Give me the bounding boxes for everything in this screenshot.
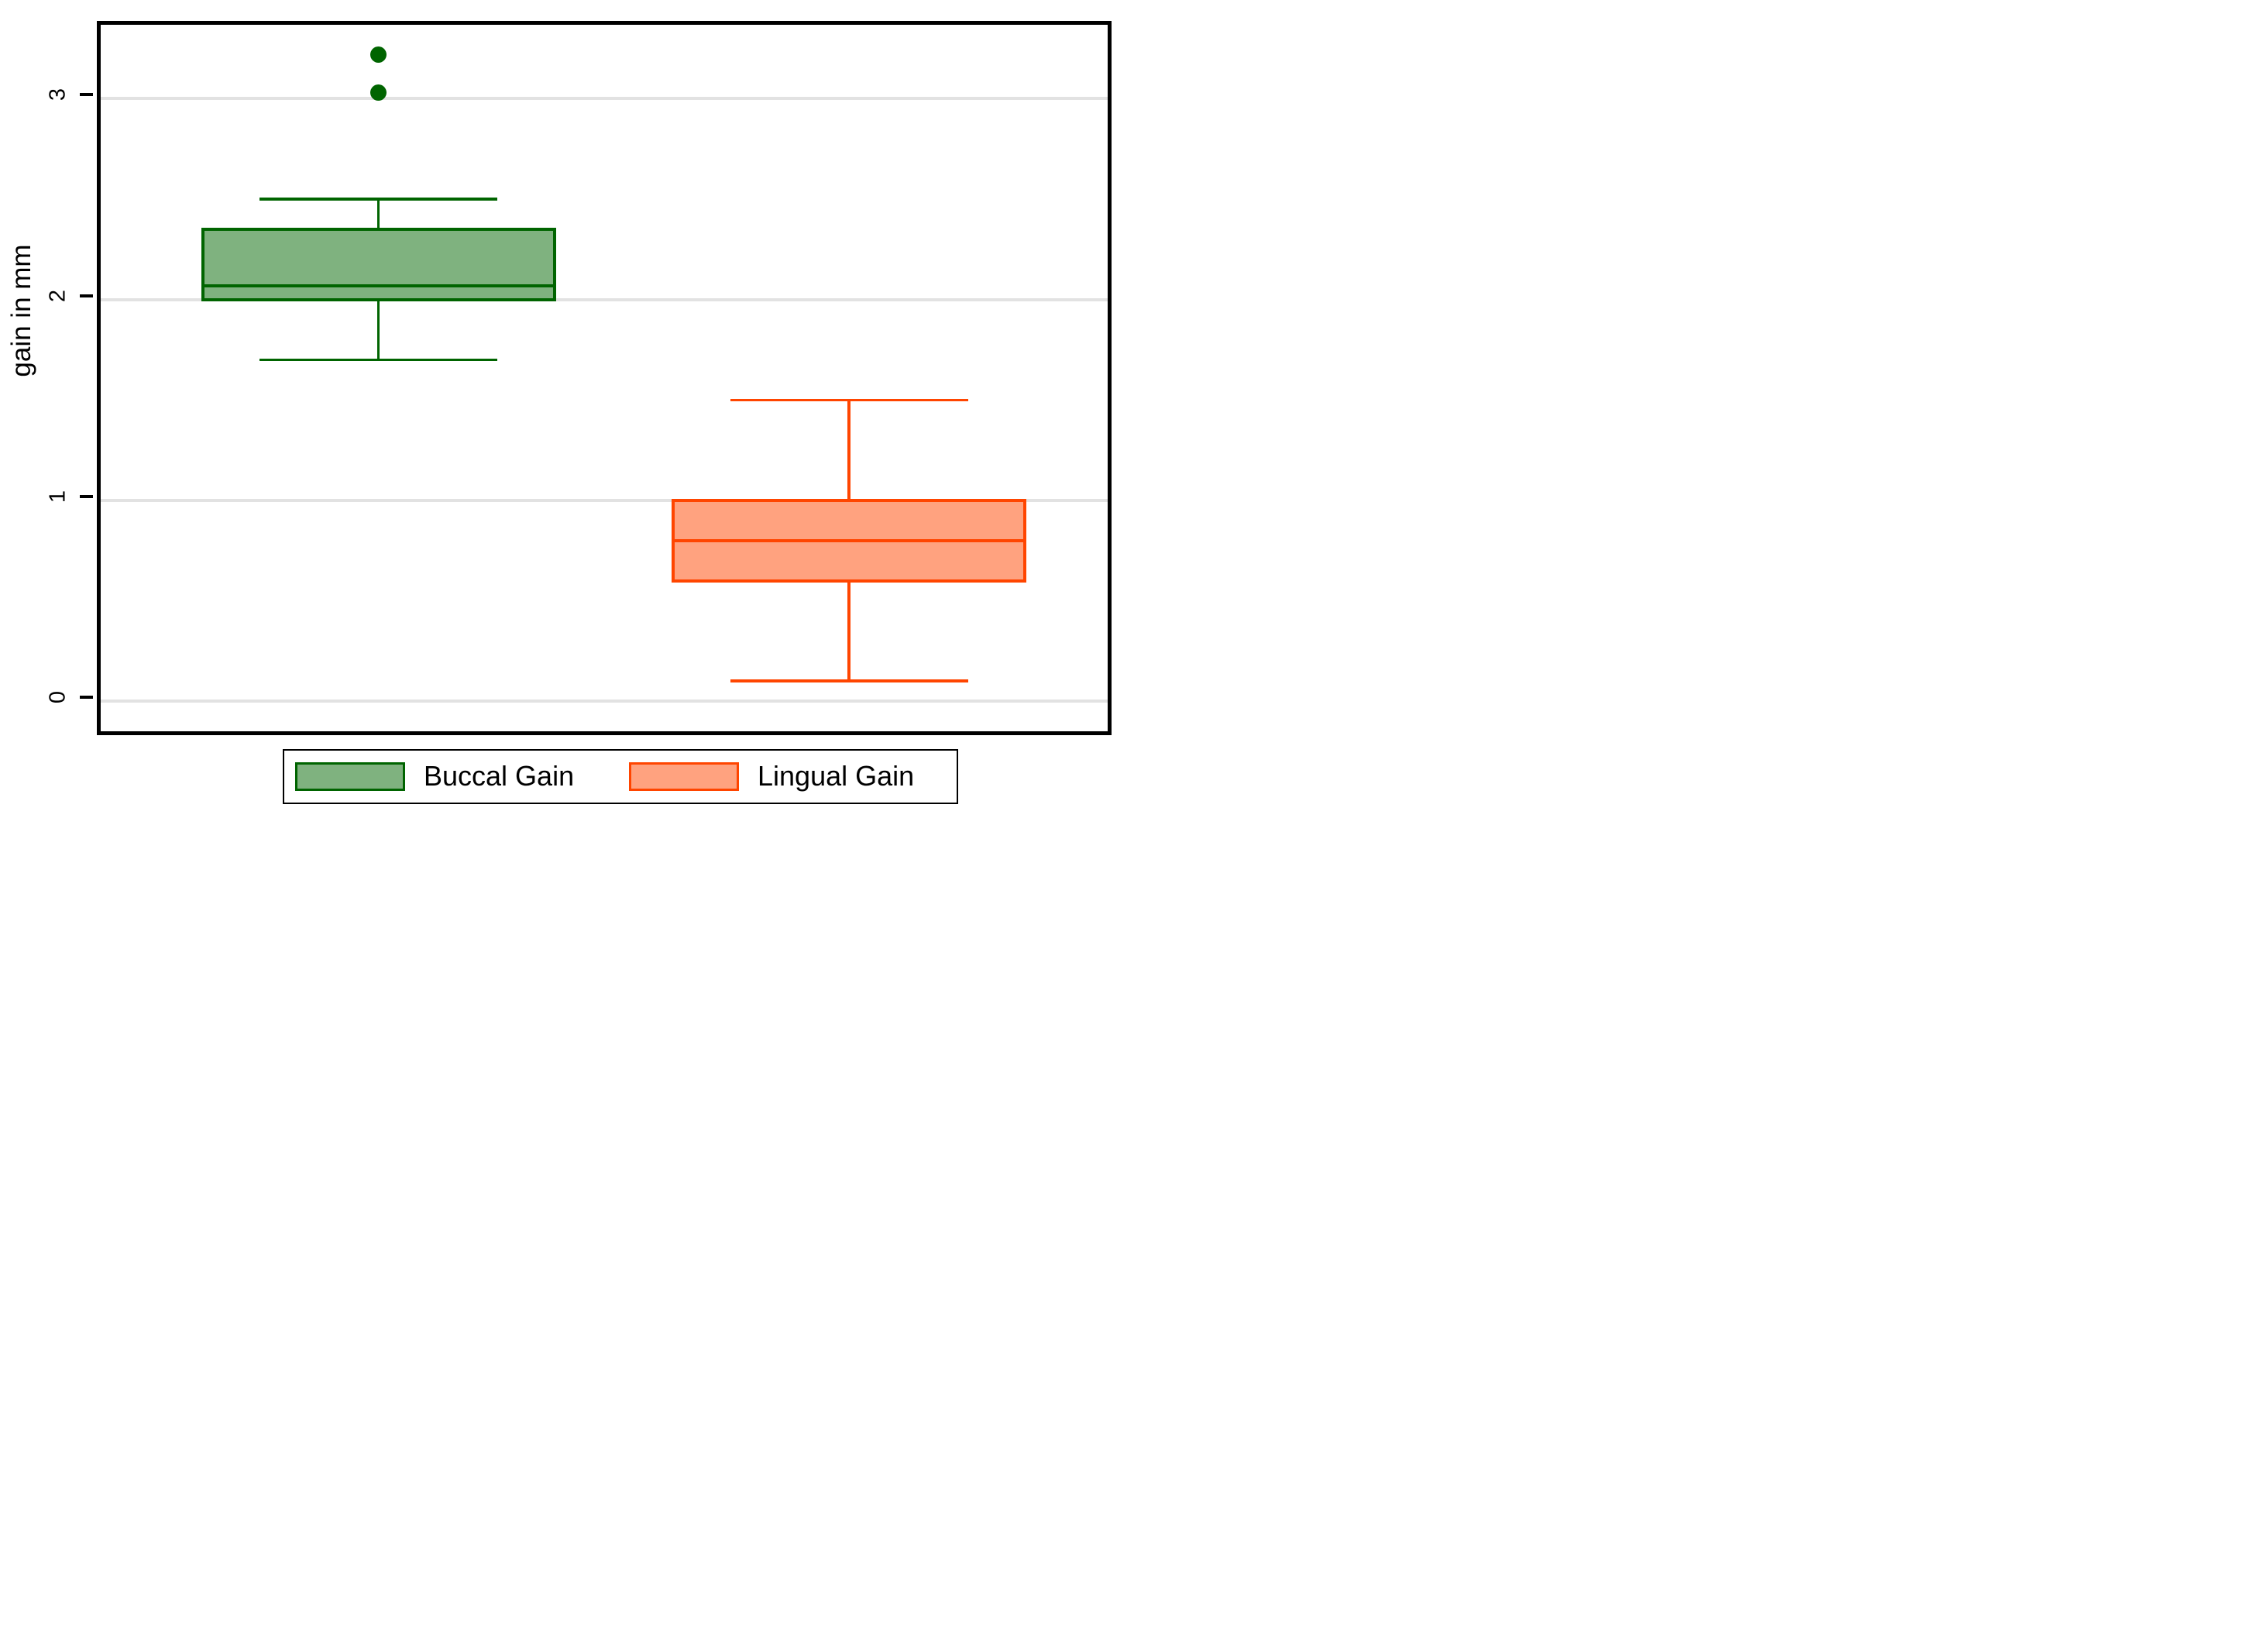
whisker-lower-line — [847, 580, 850, 682]
y-tick-label-0: 0 — [45, 691, 70, 704]
y-tick-label-2: 2 — [45, 289, 70, 302]
whisker-lower-line — [376, 299, 380, 360]
y-tick-label-1: 1 — [45, 490, 70, 503]
y-tick-0 — [80, 696, 93, 700]
y-tick-3 — [80, 93, 93, 97]
gridline-2 — [101, 297, 1108, 301]
gridline-1 — [101, 498, 1108, 502]
median-line — [204, 284, 553, 287]
outlier-dot — [370, 84, 387, 101]
whisker-upper-line — [847, 400, 850, 500]
box-buccal — [201, 227, 556, 301]
legend: Buccal Gain Lingual Gain — [283, 748, 958, 804]
y-tick-2 — [80, 294, 93, 297]
outlier-dot — [370, 46, 387, 63]
gridline-0 — [101, 700, 1108, 703]
y-tick-label-3: 3 — [45, 88, 70, 101]
whisker-cap-lower — [730, 679, 968, 682]
legend-label-lingual: Lingual Gain — [758, 760, 915, 792]
legend-label-buccal: Buccal Gain — [424, 760, 575, 792]
legend-swatch-lingual — [629, 762, 739, 791]
median-line — [675, 538, 1023, 542]
y-tick-1 — [80, 494, 93, 498]
whisker-cap-lower — [259, 358, 497, 362]
plot-area — [97, 20, 1112, 735]
whisker-cap-upper — [259, 198, 497, 201]
y-axis: 0 1 2 3 — [0, 0, 97, 816]
legend-item-buccal: Buccal Gain — [295, 751, 574, 803]
gridline-3 — [101, 97, 1108, 101]
legend-swatch-buccal — [295, 762, 405, 791]
whisker-cap-upper — [730, 398, 968, 402]
legend-item-lingual: Lingual Gain — [629, 751, 914, 803]
whisker-upper-line — [376, 199, 380, 229]
